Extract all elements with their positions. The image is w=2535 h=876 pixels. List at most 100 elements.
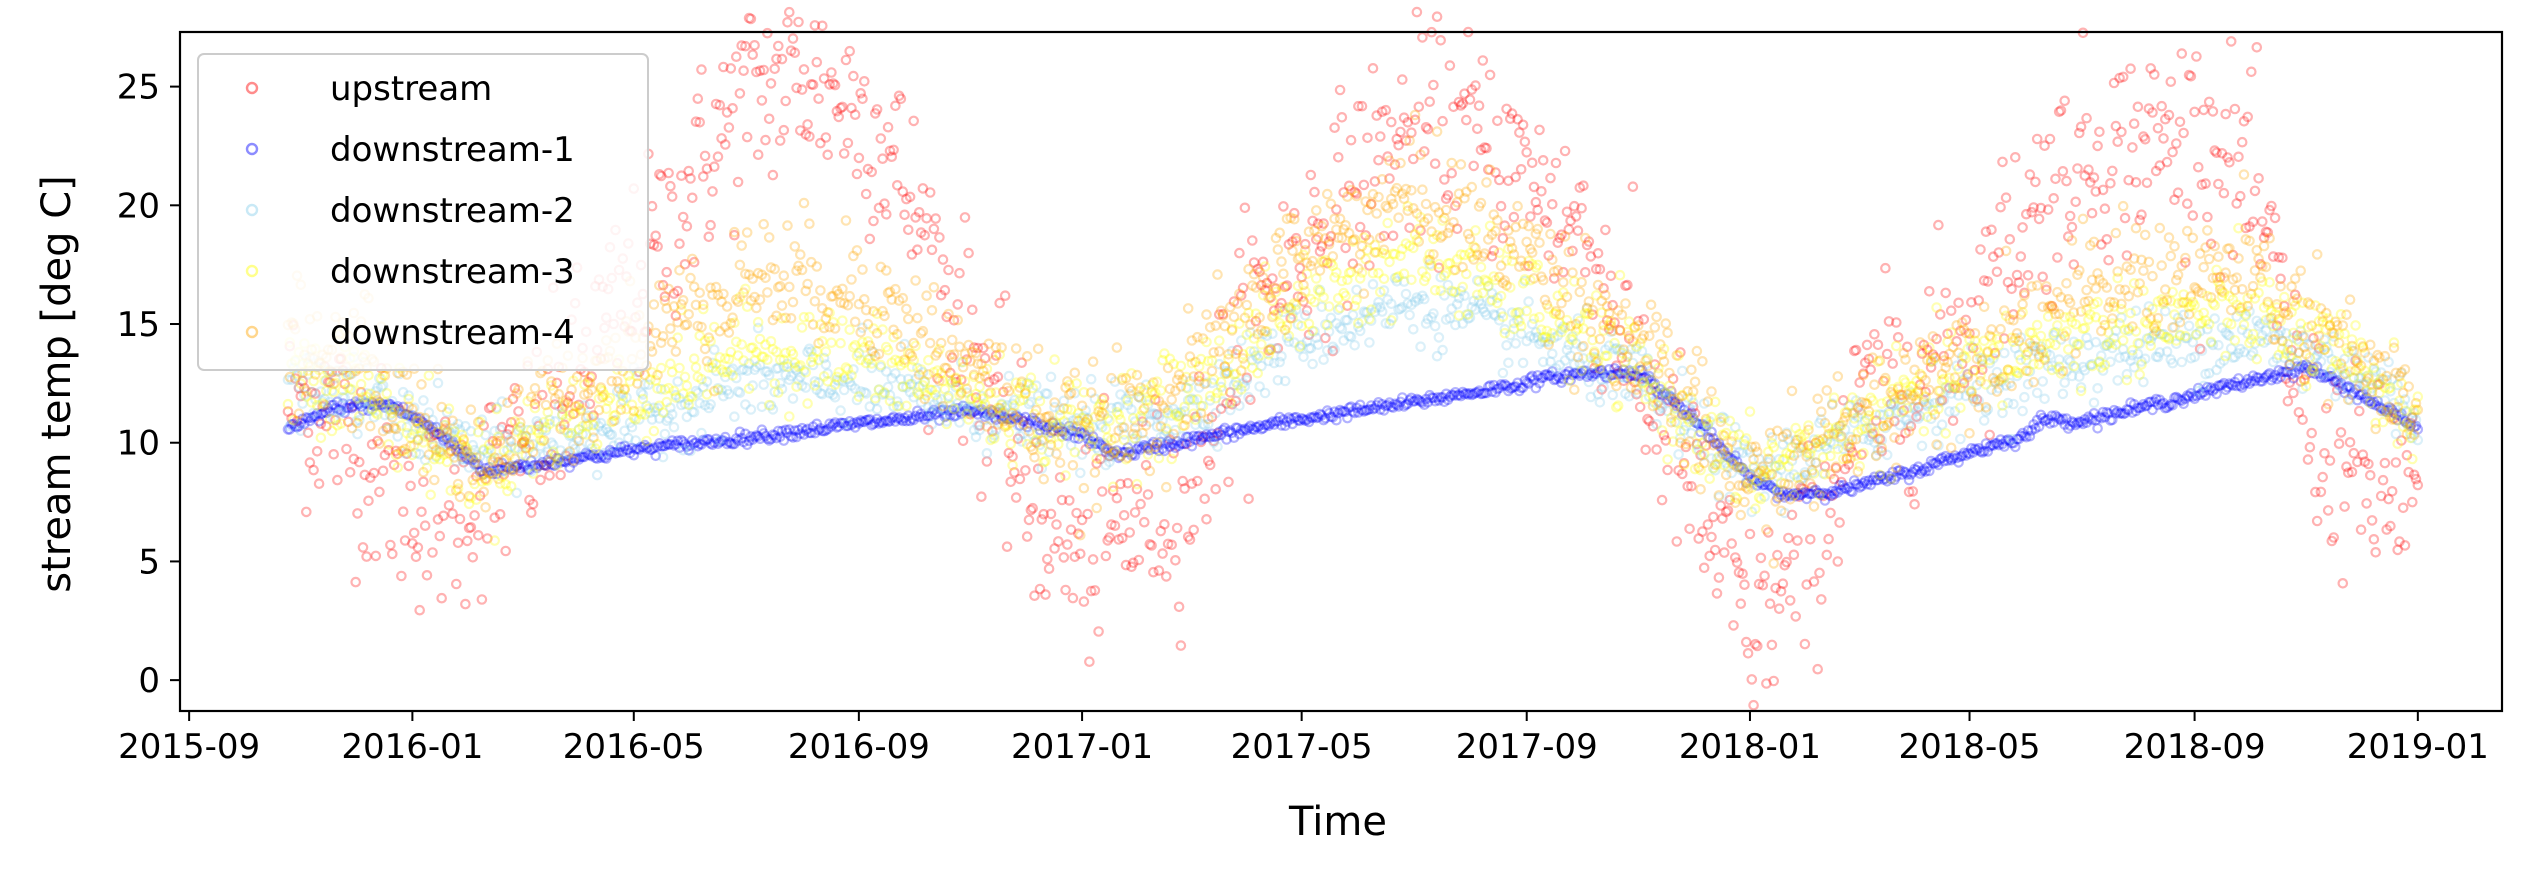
data-point [1422,123,1434,135]
data-point [1537,155,1549,166]
data-point [751,66,762,78]
data-point [1199,493,1210,505]
data-point [1585,251,1597,262]
data-point [838,148,850,159]
data-point [1991,266,2003,278]
data-point [758,64,769,76]
data-point [1428,79,1439,91]
data-point [1717,513,1728,524]
data-point [650,230,661,242]
data-point [685,173,696,184]
data-point [1472,123,1483,135]
data-point [842,137,854,149]
data-point [1395,126,1406,138]
data-point [1656,494,1668,506]
data-point [935,289,947,301]
data-point [1069,551,1081,563]
data-point [562,397,574,408]
data-point [1481,142,1492,154]
data-point [1054,472,1066,483]
data-point [954,267,965,279]
data-point [461,535,473,547]
data-point [844,45,855,57]
data-point [994,297,1005,309]
data-point [1874,433,1886,445]
data-point [1073,528,1084,539]
data-point [1697,526,1708,537]
data-point [719,139,731,150]
data-point [707,186,718,197]
data-point [1241,372,1253,384]
data-point [840,54,852,66]
data-point [772,40,784,52]
data-point [372,435,383,447]
data-point [1020,465,1031,476]
data-point [1312,218,1324,229]
data-point [1514,127,1525,138]
data-point [1955,325,1966,337]
data-point [1457,98,1468,109]
data-point [1195,436,1207,448]
data-point [952,299,963,310]
data-point [762,27,773,39]
data-point [657,279,669,291]
data-point [1801,579,1812,590]
data-point [723,122,735,133]
data-point [1215,403,1227,415]
data-point [1512,114,1523,125]
data-point [1327,345,1339,357]
data-point [1929,351,1941,363]
data-point [1384,173,1395,184]
data-point [1924,285,1935,297]
data-point [998,386,1009,398]
data-point [467,551,479,563]
data-point [721,107,733,118]
data-point [1691,438,1703,450]
data-point [1093,626,1104,637]
data-point [785,45,797,56]
data-point [1362,132,1373,144]
data-point [434,530,446,542]
data-point [1556,229,1567,240]
data-point [1964,328,1975,339]
data-point [1201,513,1212,525]
data-point [1126,561,1137,573]
data-point [1192,475,1203,487]
data-point [1925,362,1937,373]
data-point [928,223,940,235]
data-point [1587,309,1598,320]
data-point [458,456,469,468]
data-point [1700,440,1712,451]
data-point [1351,188,1362,199]
data-point [1402,117,1414,128]
data-point [471,471,482,482]
data-point [1704,550,1715,562]
data-point [1728,620,1739,631]
data-point [1075,548,1086,560]
data-point [1294,262,1306,274]
data-point [504,424,515,435]
data-point [1272,342,1284,354]
data-point [1150,394,1161,405]
data-point [740,40,751,52]
data-point [460,598,471,610]
data-point [765,78,777,89]
data-point [937,254,949,265]
data-point [339,378,350,390]
data-point [546,448,557,460]
data-point [1849,345,1860,357]
data-point [1043,563,1055,574]
data-point [536,389,548,401]
data-point [1279,281,1291,293]
data-point [1605,270,1617,282]
data-point [1578,180,1589,191]
data-point [317,401,328,412]
data-point [1973,295,1984,306]
data-point [377,465,389,477]
data-point [1420,122,1432,133]
data-point [1446,167,1457,179]
data-point [469,510,480,521]
data-point [513,406,524,417]
data-point [813,93,824,104]
data-point [1977,364,1988,375]
